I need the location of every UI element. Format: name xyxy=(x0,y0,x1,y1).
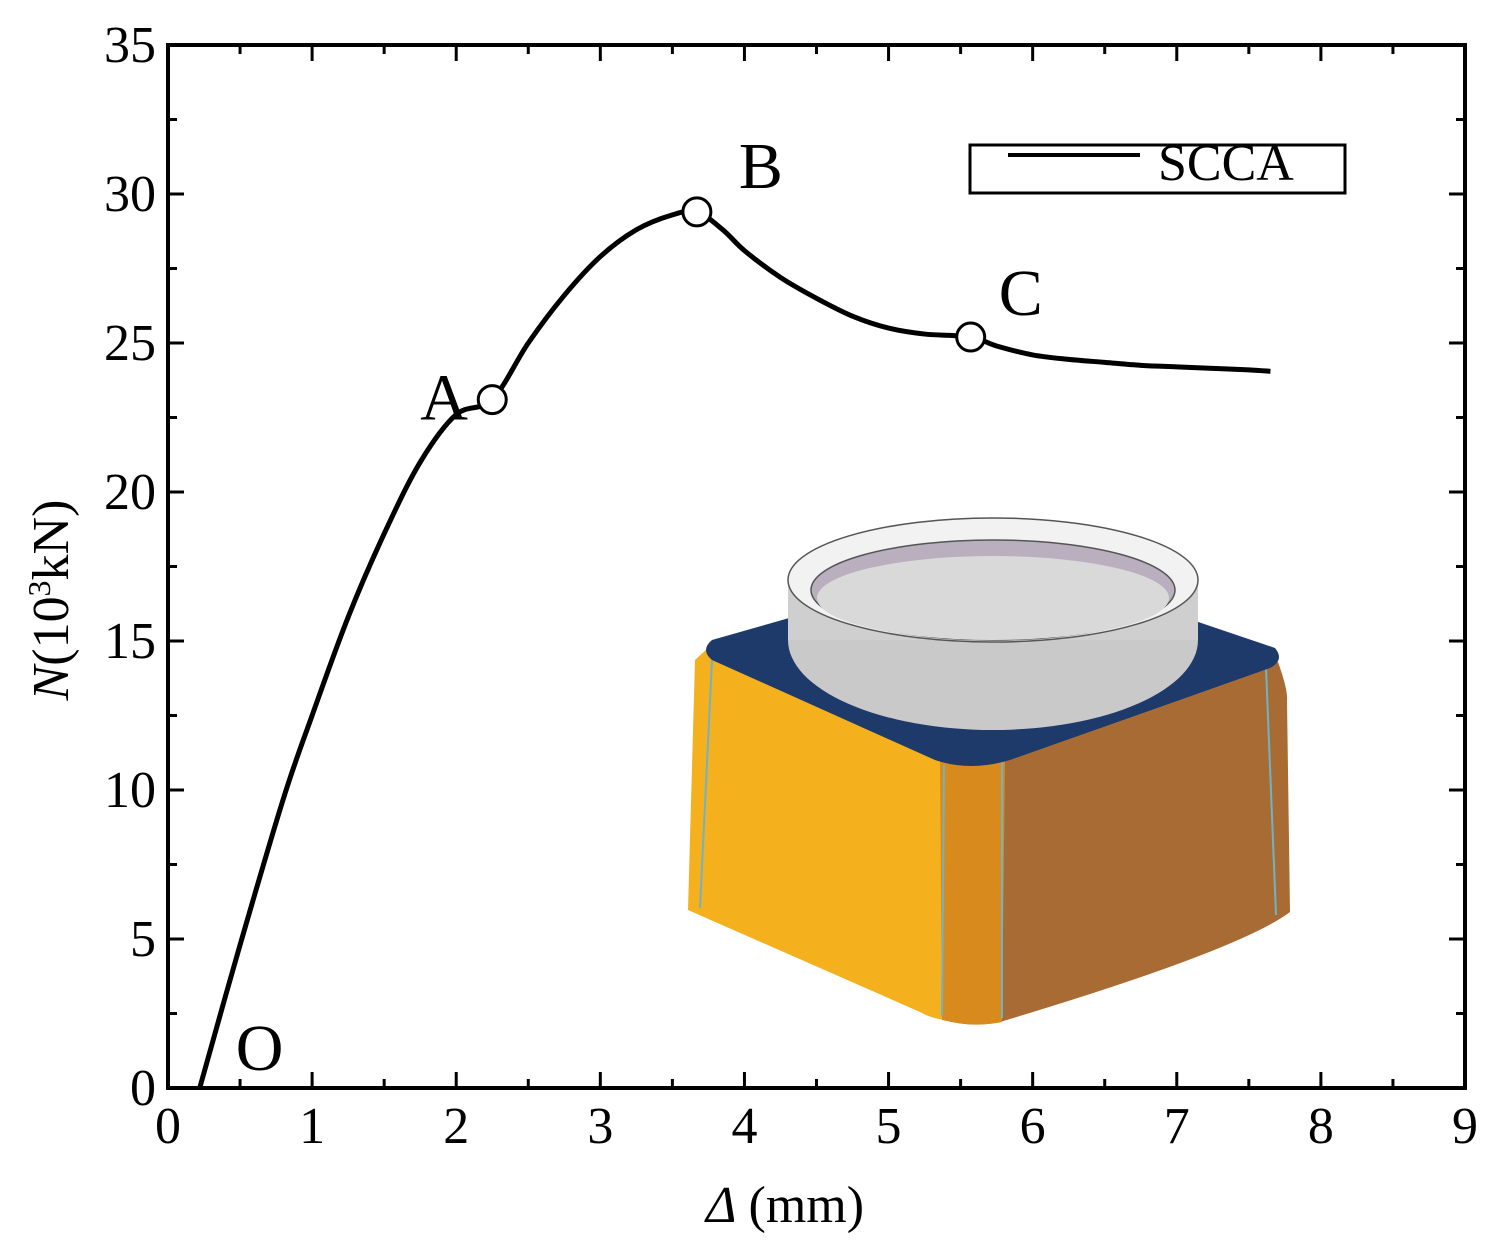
point-label-c: C xyxy=(999,257,1043,330)
y-axis-label: N(103kN) xyxy=(21,500,80,702)
legend-label: SCCA xyxy=(1158,135,1294,192)
y-tick-label: 30 xyxy=(104,166,156,223)
x-tick-label: 3 xyxy=(587,1098,613,1155)
inset-edge-line xyxy=(1265,667,1277,916)
point-label-b: B xyxy=(739,130,783,203)
inset-base-left-face xyxy=(688,648,945,1020)
x-axis-label: Δ (mm) xyxy=(704,1177,864,1234)
x-tick-label: 1 xyxy=(299,1098,325,1155)
y-tick-label: 25 xyxy=(104,315,156,372)
y-tick-label: 35 xyxy=(104,17,156,74)
x-tick-label: 7 xyxy=(1164,1098,1190,1155)
inset-3d-model xyxy=(688,517,1290,1025)
series-line-scca xyxy=(197,208,1271,1089)
legend: SCCA xyxy=(968,135,1347,195)
x-tick-label: 4 xyxy=(731,1098,757,1155)
inset-base-right-face xyxy=(945,662,1290,1025)
x-tick-label: 9 xyxy=(1452,1098,1478,1155)
inset-ring-inner-lip xyxy=(817,556,1169,640)
series-layer xyxy=(197,208,1271,1089)
y-tick-label: 10 xyxy=(104,762,156,819)
legend-box xyxy=(968,143,1347,195)
inset-edge-line xyxy=(941,764,945,1017)
axes: 0 1 2 3 4 5 6 7 8 9 0 5 10 15 20 25 30 35 xyxy=(104,17,1478,1155)
point-label-o: O xyxy=(236,1012,284,1085)
x-tick-label: 0 xyxy=(155,1098,181,1155)
point-marker-b xyxy=(681,196,713,228)
y-tick-label: 0 xyxy=(130,1060,156,1117)
x-tick-label: 8 xyxy=(1308,1098,1334,1155)
point-label-a: A xyxy=(420,362,468,435)
annotation-points: O A B C xyxy=(236,130,1043,1085)
inset-base-corner xyxy=(940,760,1005,1025)
y-tick-label: 15 xyxy=(104,613,156,670)
inset-edge-line xyxy=(699,659,713,909)
x-tick-label: 2 xyxy=(443,1098,469,1155)
point-marker-c xyxy=(955,321,987,353)
y-tick-label: 5 xyxy=(130,911,156,968)
x-tick-label: 5 xyxy=(876,1098,902,1155)
x-tick-label: 6 xyxy=(1020,1098,1046,1155)
point-marker-a xyxy=(476,384,508,416)
y-tick-label: 20 xyxy=(104,464,156,521)
